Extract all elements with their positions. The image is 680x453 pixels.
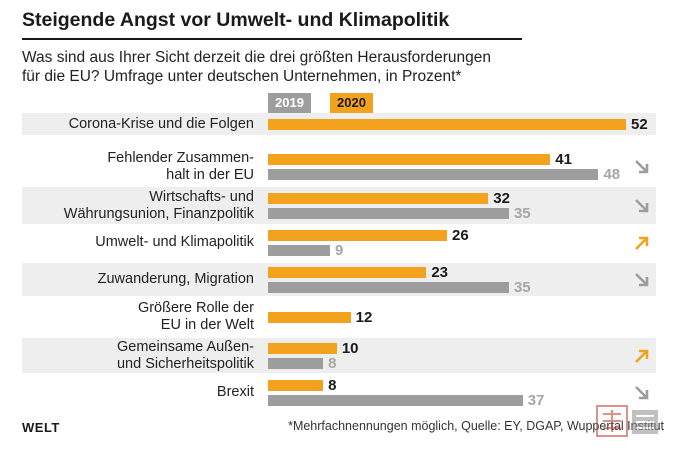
bar-2020-bar xyxy=(268,118,626,130)
bar-2019-value-label: 35 xyxy=(513,204,531,222)
category-label-line: Zuwanderung, Migration xyxy=(97,271,254,287)
row-band xyxy=(22,338,656,373)
legend-2020: 2020 xyxy=(330,93,373,113)
chart-subtitle-line-1: Was sind aus Ihrer Sicht derzeit die dre… xyxy=(22,49,491,66)
bar-2019-value-label: 37 xyxy=(527,391,545,409)
watermark-stamp-icon xyxy=(596,405,658,437)
bar-2020-value-label: 8 xyxy=(328,376,337,394)
trend-down-arrow-icon xyxy=(635,159,649,173)
category-label: Größere Rolle der EU in der Welt xyxy=(138,300,254,334)
source-footnote: *Mehrfachnennungen möglich, Quelle: EY, … xyxy=(288,419,664,433)
bar-2020-value-label: 41 xyxy=(555,150,572,168)
bar-2020-bar xyxy=(268,229,447,241)
bar-2019-bar xyxy=(268,207,509,219)
trend-down-arrow-icon xyxy=(635,385,649,399)
bar-2020-value-label: 23 xyxy=(431,263,449,281)
category-label-line: Corona-Krise und die Folgen xyxy=(68,115,254,132)
chart-subtitle-line-2: für die EU? Umfrage unter deutschen Unte… xyxy=(22,68,462,85)
bar-2019-value-label: 48 xyxy=(603,165,621,183)
category-label: Wirtschafts- und Währungsunion, Finanzpol… xyxy=(64,189,254,223)
bar-2019-value-label: 8 xyxy=(328,354,337,372)
trend-down-arrow-icon xyxy=(635,198,649,212)
category-label: Fehlender Zusammen-halt in der EU xyxy=(107,150,254,184)
bar-2020-value-label: 12 xyxy=(355,308,373,326)
category-label: Corona-Krise und die Folgen xyxy=(69,116,254,133)
bar-2020-bar xyxy=(268,342,337,354)
category-label-line: Brexit xyxy=(216,384,254,400)
category-label-line: Währungsunion, Finanzpolitik xyxy=(63,205,254,222)
category-label-line: Gemeinsame Außen- xyxy=(116,338,254,355)
category-label-line: Größere Rolle der xyxy=(137,300,254,316)
category-label: Zuwanderung, Migration xyxy=(98,271,254,288)
bar-2020-value-label: 10 xyxy=(341,339,359,357)
category-label-line: und Sicherheitspolitik xyxy=(116,355,254,372)
category-label-line: halt in der EU xyxy=(166,166,254,183)
title-underline xyxy=(22,38,522,40)
category-label: Umwelt- und Klimapolitik xyxy=(95,234,254,251)
bar-2020-bar xyxy=(268,379,324,391)
bar-2019-value-label: 9 xyxy=(334,241,344,259)
bar-2019-bar xyxy=(268,244,330,256)
bar-2020-bar xyxy=(268,311,351,323)
trend-up-arrow-icon xyxy=(635,236,649,250)
bar-2019-bar xyxy=(268,394,523,406)
category-label-line: Wirtschafts- und xyxy=(149,188,254,205)
trend-up-arrow-icon xyxy=(635,349,649,363)
bar-2019-bar xyxy=(268,168,599,180)
bar-2020-value-label: 32 xyxy=(493,189,510,207)
chart-title: Steigende Angst vor Umwelt- und Klimapol… xyxy=(22,9,450,31)
bar-2020-bar xyxy=(268,153,551,165)
category-label: Gemeinsame Außen-und Sicherheitspolitik xyxy=(117,339,254,373)
category-label: Brexit xyxy=(217,384,254,401)
category-label-line: Fehlender Zusammen- xyxy=(107,149,254,166)
bar-2019-bar xyxy=(268,281,509,293)
welt-logo: WELT xyxy=(22,420,60,435)
bar-2019-value-label: 35 xyxy=(513,278,531,296)
category-label-line: Umwelt- und Klimapolitik xyxy=(95,234,254,250)
bar-2020-bar xyxy=(268,266,427,278)
category-label-line: EU in der Welt xyxy=(160,317,254,333)
legend-2019: 2019 xyxy=(268,93,311,113)
bar-2020-bar xyxy=(268,192,489,204)
trend-down-arrow-icon xyxy=(635,272,649,286)
bar-2020-value-label: 52 xyxy=(631,115,648,133)
bar-2019-bar xyxy=(268,357,324,369)
bar-2020-value-label: 26 xyxy=(452,226,469,244)
